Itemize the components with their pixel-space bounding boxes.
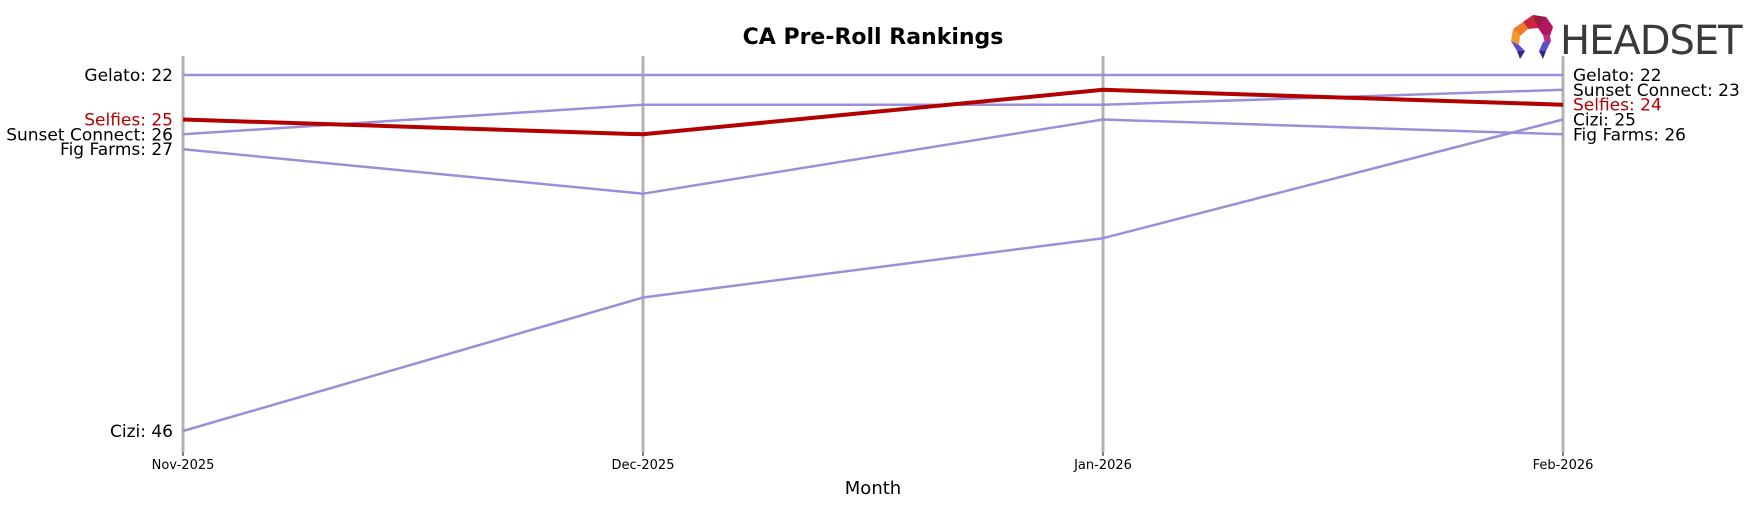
headset-logo-text: HEADSET xyxy=(1560,18,1743,64)
x-tick-label: Nov-2025 xyxy=(152,458,215,473)
x-axis-ticks: Nov-2025 Dec-2025 Jan-2026 Feb-2026 xyxy=(152,452,1594,473)
series-lines xyxy=(182,73,1564,433)
series-line-fig-farms xyxy=(182,118,1564,195)
right-label: Fig Farms: 26 xyxy=(1573,125,1686,145)
right-label: Cizi: 25 xyxy=(1573,111,1636,131)
headset-logo-icon xyxy=(1511,15,1553,59)
left-label: Gelato: 22 xyxy=(84,66,173,86)
x-tick-label: Dec-2025 xyxy=(612,458,675,473)
x-tick-label: Jan-2026 xyxy=(1073,458,1132,473)
right-label: Gelato: 22 xyxy=(1573,66,1662,86)
left-label: Cizi: 46 xyxy=(110,422,173,442)
x-tick-label: Feb-2026 xyxy=(1533,458,1594,473)
month-gridlines xyxy=(181,56,1565,452)
right-label: Sunset Connect: 23 xyxy=(1573,81,1740,101)
left-label: Selfies: 25 xyxy=(84,111,173,131)
left-label: Sunset Connect: 26 xyxy=(6,125,173,145)
chart-title: CA Pre-Roll Rankings xyxy=(743,25,1004,50)
series-line-cizi xyxy=(182,118,1564,433)
headset-logo: HEADSET xyxy=(1511,15,1744,64)
right-label: Selfies: 24 xyxy=(1573,96,1662,116)
x-axis-label: Month xyxy=(845,478,901,499)
left-label: Fig Farms: 27 xyxy=(60,140,173,160)
series-line-selfies xyxy=(182,87,1564,137)
